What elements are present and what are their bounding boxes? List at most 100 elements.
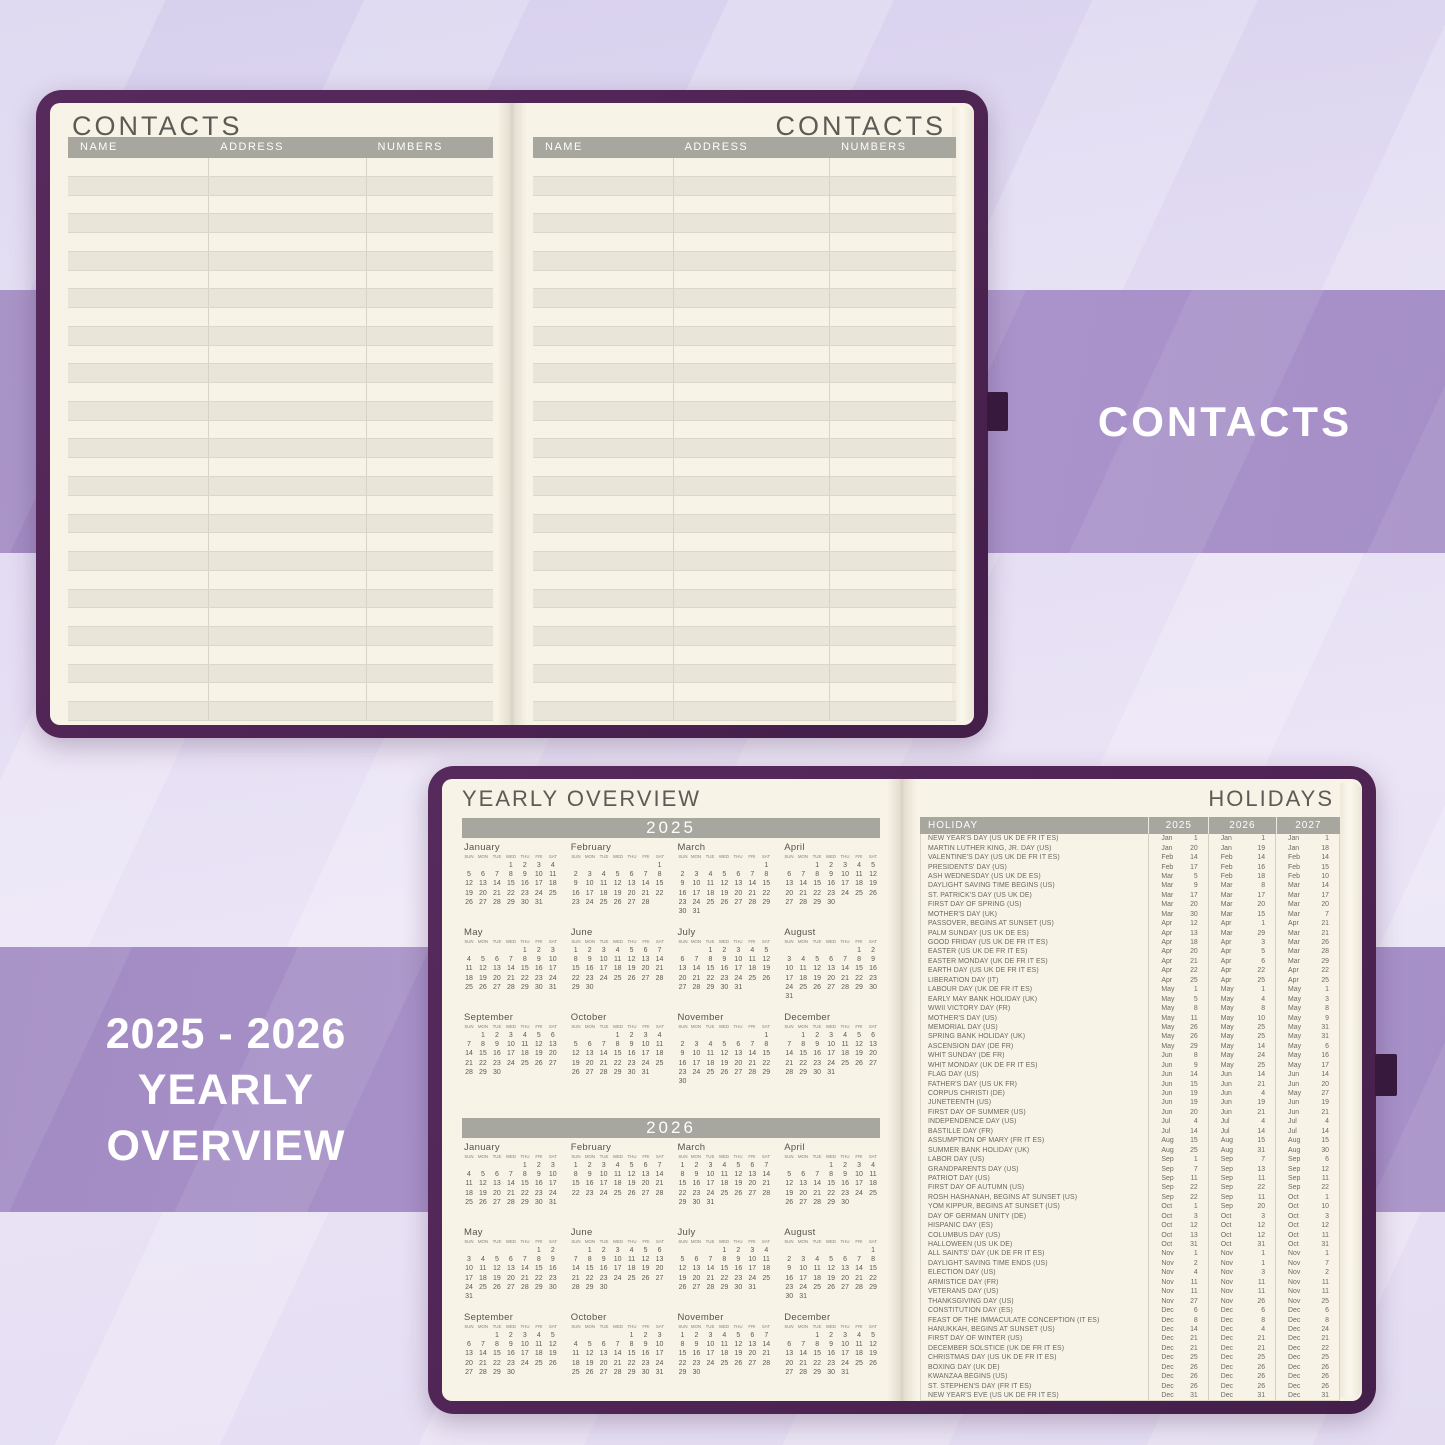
contacts-row [533, 195, 956, 215]
day-number: 30 [534, 983, 543, 991]
holiday-row: PASSOVER, BEGINS AT SUNSET (US) Apr 12 Apr 1… [921, 918, 1339, 929]
day-number: 24 [599, 974, 608, 982]
contacts-cell [68, 627, 208, 645]
holiday-name: BASTILLE DAY (FR) [928, 1127, 994, 1135]
weekday-label: TUE [492, 854, 502, 860]
contacts-row [68, 702, 493, 721]
empty-day [625, 861, 639, 870]
empty-day [782, 1031, 796, 1040]
month-grid: SUN MON TUE WED THU FRI SAT 1 2 3 4 5 6 7 8 9 10 11 12 13 14… [782, 854, 880, 907]
contacts-cell [208, 495, 365, 514]
contacts-cell [365, 439, 494, 458]
weekday-label: FRI [748, 1239, 756, 1245]
day-number: 8 [680, 1171, 685, 1179]
empty-day [639, 861, 653, 870]
holiday-day: 13 [1257, 1165, 1266, 1173]
holiday-month: Oct [1288, 1203, 1299, 1211]
holiday-month: Oct [1161, 1212, 1173, 1220]
day-number: 29 [813, 1368, 822, 1376]
day-number: 27 [841, 1283, 849, 1291]
contacts-cell [208, 570, 365, 589]
contacts-cell [533, 477, 673, 495]
holiday-row: MEMORIAL DAY (US) May 26 May 25 May 31 [921, 1022, 1339, 1033]
day-number: 25 [813, 1283, 822, 1291]
holiday-month: Mar [1288, 891, 1300, 899]
contacts-cell [533, 346, 673, 364]
weekday-label: SUN [784, 1154, 794, 1160]
contacts-cell [208, 702, 365, 720]
holiday-month: Nov [1220, 1269, 1233, 1277]
weekday-label: SUN [571, 939, 581, 945]
weekday-label: FRI [641, 1024, 650, 1030]
day-number: 11 [613, 956, 622, 964]
day-number: 28 [599, 1068, 608, 1076]
day-number: 22 [493, 1359, 501, 1367]
weekday-label: TUE [706, 939, 715, 945]
holiday-day: 26 [1257, 1297, 1266, 1305]
weekday-label: SAT [655, 854, 664, 860]
contacts-cell [672, 589, 830, 608]
day-number: 29 [799, 1068, 808, 1076]
contacts-cell [829, 552, 956, 570]
holiday-month: Dec [1220, 1344, 1233, 1352]
weekday-label: TUE [812, 1239, 822, 1245]
month-grid: SUN MON TUE WED THU FRI SAT 1 2 3 4 5 6 7 8 9 10 11 12 13 14… [676, 1324, 774, 1377]
day-number: 9 [843, 1171, 848, 1179]
day-number: 9 [680, 880, 685, 888]
holiday-month: Dec [1288, 1307, 1301, 1315]
weekday-label: THU [520, 1324, 530, 1330]
contacts-row [68, 214, 493, 234]
holidays-title: HOLIDAYS [1208, 786, 1334, 811]
day-number: 25 [655, 1059, 664, 1067]
weekday-label: TUE [812, 1324, 822, 1330]
day-number: 16 [493, 1050, 501, 1058]
holiday-day: 21 [1190, 957, 1198, 965]
day-number: 11 [572, 1350, 580, 1358]
holiday-month: Dec [1220, 1354, 1233, 1362]
day-number: 18 [720, 1180, 729, 1188]
holiday-month: Aug [1161, 1137, 1174, 1145]
holiday-date: Nov 11 [1207, 1277, 1275, 1287]
day-number: 14 [655, 956, 664, 964]
day-number: 1 [587, 1247, 592, 1254]
day-number: 22 [799, 1059, 808, 1067]
weekday-label: TUE [706, 1239, 715, 1245]
day-number: 17 [548, 965, 557, 973]
day-number: 1 [615, 1032, 620, 1039]
month-grid: SUN MON TUE WED THU FRI SAT 1 2 3 4 5 6 7 8 9 10 11 12 13 14… [782, 1154, 880, 1207]
day-number: 22 [585, 1274, 594, 1282]
holiday-month: May [1288, 1014, 1302, 1022]
weekday-label: FRI [748, 1024, 756, 1030]
day-number: 8 [871, 1256, 875, 1264]
holiday-date: Nov 11 [1275, 1277, 1339, 1287]
holiday-name: PALM SUNDAY (US UK DE ES) [928, 929, 1029, 937]
weekday-label: WED [719, 1154, 730, 1160]
calendar-month-september-2025: September SUN MON TUE WED THU FRI SAT 1 2 3 4 5 6 7 8 9 1… [462, 1012, 560, 1097]
contacts-cell [533, 552, 673, 570]
day-number: 23 [627, 1059, 636, 1067]
day-number: 15 [613, 1050, 622, 1058]
holiday-day: 14 [1321, 1127, 1329, 1135]
day-number: 20 [734, 889, 743, 897]
day-number: 9 [722, 956, 727, 964]
month-name: March [677, 1142, 706, 1153]
day-number: 4 [657, 1032, 662, 1039]
day-number: 3 [708, 1162, 713, 1169]
holiday-date: Dec 31 [1275, 1390, 1339, 1401]
day-number: 24 [585, 898, 594, 906]
holiday-day: 25 [1257, 1033, 1266, 1041]
day-number: 25 [855, 1359, 863, 1367]
holiday-month: Dec [1220, 1382, 1233, 1390]
holiday-day: 26 [1321, 1363, 1329, 1371]
weekday-label: TUE [492, 1154, 502, 1160]
holiday-day: 9 [1193, 882, 1198, 890]
day-number: 11 [841, 1041, 849, 1049]
contacts-cell [68, 364, 208, 382]
day-number: 4 [843, 1032, 848, 1039]
contacts-row [68, 251, 493, 271]
holiday-date: Sep 22 [1207, 1183, 1275, 1193]
weekday-label: SUN [784, 1324, 794, 1330]
day-number: 25 [720, 1189, 729, 1197]
weekday-label: WED [825, 1024, 837, 1030]
day-number: 24 [548, 974, 557, 982]
